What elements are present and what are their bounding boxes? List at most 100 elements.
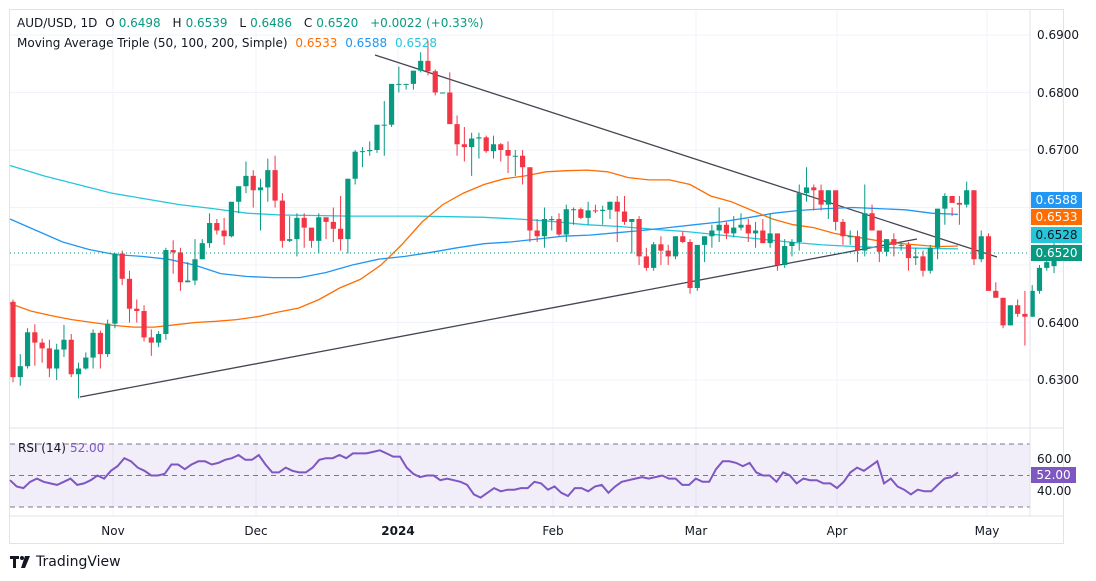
candle [250,170,256,208]
candle-body [432,71,438,93]
grid-lines [10,10,1030,516]
candle [228,201,234,238]
candle-body [621,211,628,222]
candle-body [854,236,861,251]
candle-body [665,250,671,257]
candle-body [301,217,307,228]
ma50-value: 0.6533 [295,36,338,50]
candle [600,205,606,225]
candle-body [1036,267,1043,291]
rsi-legend: RSI (14) 52.00 [18,441,104,455]
candle-body [490,144,497,152]
candle [338,196,344,251]
candle [541,207,548,248]
candle [75,362,82,399]
candle [381,101,387,156]
candle-body [629,219,635,222]
candle [46,339,52,378]
candle [272,155,278,208]
candle-body [206,223,213,244]
candle-body [884,239,890,252]
candle-body [439,92,446,94]
candle [199,239,205,260]
candle-body [782,246,788,265]
candle [578,207,584,219]
candle-body [898,244,904,246]
candle-body [141,311,147,338]
candle [636,216,642,265]
candle [301,213,307,248]
candle [287,216,293,242]
candle-body [891,239,897,245]
candle [68,334,74,378]
candle-body [112,253,118,324]
candle [651,242,657,271]
candle [592,204,598,214]
candle-body [265,170,271,188]
candle [24,328,31,369]
candle-body [687,242,693,288]
candle [483,135,489,153]
candle [316,213,322,254]
candle-body [134,308,140,311]
candle-body [454,124,460,145]
candle-body [1000,297,1006,326]
candle [454,115,460,156]
candle-body [476,137,482,139]
candle [563,204,569,242]
candle [847,230,853,245]
candle-body [483,137,489,152]
candle [61,324,67,357]
candle [148,329,154,356]
candle [236,186,242,214]
candle-body [738,224,744,228]
support-trendline [79,238,918,398]
ma-title[interactable]: Moving Average Triple (50, 100, 200, Sim… [17,36,288,50]
y-tick: 0.6400 [1037,316,1079,330]
candle [469,132,475,176]
candle-body [156,334,162,343]
candle-body [418,60,424,71]
candle-body [607,201,613,210]
candle-body [75,368,82,375]
candle [927,244,933,274]
candle-body [388,83,395,125]
candle [614,196,620,242]
candle-body [39,342,45,349]
ma50-price-tag: 0.6533 [1031,209,1082,225]
candle [956,196,962,225]
candle-body [257,187,264,191]
candle-body [978,236,984,260]
candle [782,239,788,268]
candle [978,230,984,263]
candle [1036,265,1043,294]
candle-body [1015,305,1021,314]
candle [629,219,635,254]
candle-body [505,150,511,156]
candle [352,150,358,185]
ma200-line [9,164,959,250]
candle-body [702,236,708,245]
candle-body [126,278,133,309]
brand-name: TradingView [36,554,121,570]
candle-body [24,332,31,367]
candle [905,242,912,271]
change-value: +0.0022 (+0.33%) [370,16,484,30]
candle-body [396,83,402,85]
candle-body [643,256,649,268]
candle [512,150,518,176]
candle [432,69,438,96]
rsi-title[interactable]: RSI (14) [18,441,66,455]
ma200-price-tag: 0.6528 [1031,227,1082,243]
candle [738,213,744,231]
candle-body [862,213,868,251]
candle-body [512,155,518,157]
candle [621,196,628,225]
candle-body [534,230,540,237]
candle-body [600,209,606,211]
candle [731,216,737,238]
symbol-label[interactable]: AUD/USD, 1D [17,16,98,30]
candle [752,221,759,248]
tradingview-brand[interactable]: TradingView [10,554,121,570]
